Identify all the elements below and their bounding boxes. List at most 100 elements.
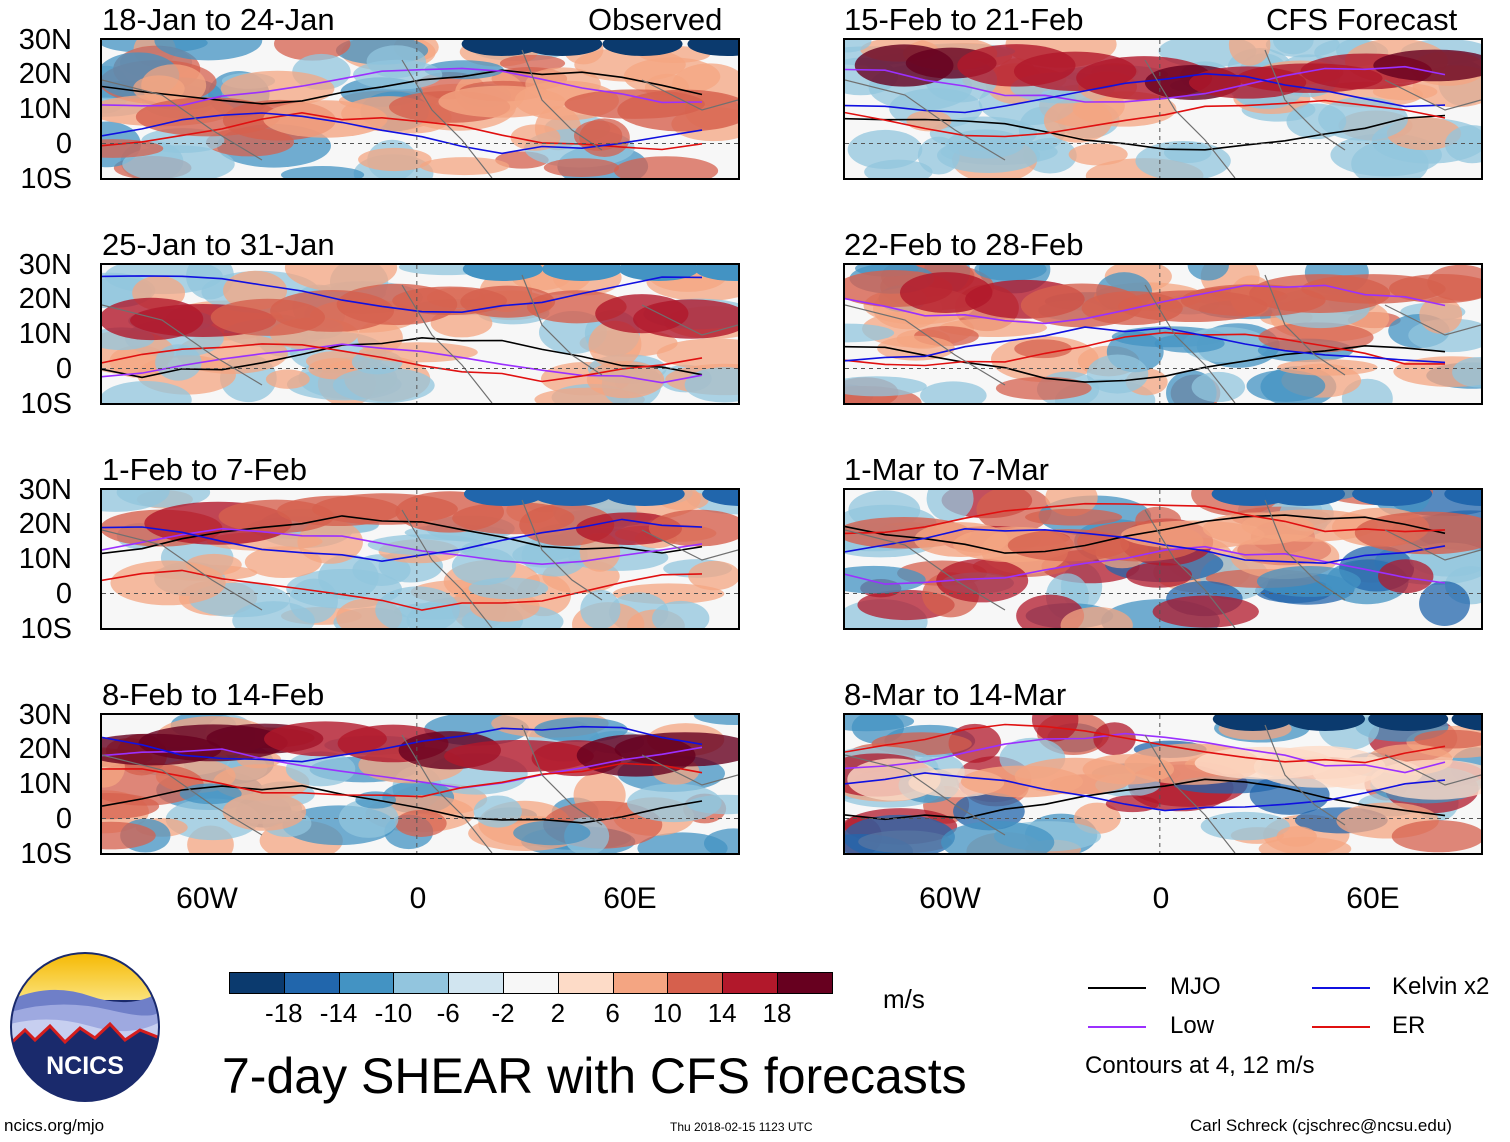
panel-title: 18-Jan to 24-Jan	[102, 2, 335, 37]
shear-field	[102, 265, 738, 403]
colorbar-label: 2	[550, 998, 566, 1028]
lon-label: 0	[409, 882, 427, 915]
legend-label-low: Low	[1170, 1012, 1215, 1039]
coastline	[102, 274, 738, 403]
lat-label: 30N	[18, 474, 72, 506]
contour-line	[102, 69, 703, 105]
contour-line	[845, 772, 1446, 812]
legend-line-er	[1312, 1026, 1370, 1028]
contour-line	[102, 569, 703, 611]
lon-label: 60E	[603, 882, 657, 915]
coastline	[102, 49, 738, 178]
contour-line	[845, 72, 1446, 114]
lat-label: 20N	[18, 283, 72, 315]
logo-graphic: NCICS	[10, 952, 160, 1102]
colorbar-label: 18	[762, 998, 792, 1028]
contour-line	[845, 545, 1446, 585]
shear-map	[100, 38, 740, 180]
lat-label: 10N	[18, 93, 72, 125]
colorbar-label: -6	[436, 998, 460, 1028]
contour-line	[845, 723, 1446, 764]
colorbar-label: 10	[652, 998, 682, 1028]
contour-line	[102, 112, 703, 155]
contour-line	[845, 99, 1446, 138]
colorbar-label: -18	[265, 998, 303, 1028]
legend-label-mjo: MJO	[1170, 973, 1221, 1000]
contour-line	[102, 275, 703, 314]
lat-label: 10S	[20, 163, 72, 195]
colorbar-label: 6	[605, 998, 620, 1028]
legend-line-mjo	[1088, 987, 1146, 989]
lat-label: 0	[55, 578, 72, 610]
legend-line-low	[1088, 1026, 1146, 1028]
shear-map	[843, 38, 1483, 180]
contour-line	[845, 514, 1446, 554]
shear-field	[845, 40, 1481, 178]
lat-label: 10S	[20, 388, 72, 420]
lat-label: 10N	[18, 543, 72, 575]
lat-label: 10N	[18, 318, 72, 350]
shear-map	[843, 263, 1483, 405]
contour-line	[102, 725, 703, 763]
colorbar-swatch	[393, 972, 450, 994]
footer-url[interactable]: ncics.org/mjo	[4, 1116, 105, 1135]
contour-line	[102, 67, 703, 107]
lat-label: 20N	[18, 733, 72, 765]
lat-label: 30N	[18, 699, 72, 731]
lon-label: 60W	[919, 882, 981, 915]
contour-line	[845, 114, 1446, 151]
lat-label: 0	[55, 353, 72, 385]
panel-tag: CFS Forecast	[1266, 2, 1458, 37]
main-title: 7-day SHEAR with CFS forecasts	[222, 1048, 967, 1104]
lat-label: 30N	[18, 249, 72, 281]
contour-line	[102, 784, 703, 824]
coastline	[845, 49, 1481, 178]
colorbar-units: m/s	[883, 984, 925, 1014]
coastline	[102, 499, 738, 628]
panel-title: 1-Feb to 7-Feb	[102, 452, 308, 487]
contour-line	[102, 527, 703, 566]
legend-line-kelvin	[1312, 987, 1370, 989]
contour-line	[102, 515, 703, 555]
colorbar-swatch	[283, 972, 340, 994]
contour-line	[102, 343, 703, 384]
contour-line	[845, 502, 1446, 535]
lon-label: 60E	[1346, 882, 1400, 915]
lat-label: 10S	[20, 613, 72, 645]
ncics-logo: NCICS	[10, 952, 160, 1102]
colorbar-swatch	[722, 972, 778, 994]
lat-label: 10S	[20, 838, 72, 870]
contour-line	[845, 344, 1446, 383]
colorbar-swatch	[667, 972, 724, 994]
footer-timestamp: Thu 2018-02-15 1123 UTC	[670, 1120, 813, 1134]
colorbar-label: -10	[374, 998, 413, 1028]
lat-label: 0	[55, 803, 72, 835]
colorbar-swatch	[777, 972, 833, 994]
footer-credit: Carl Schreck (cjschrec@ncsu.edu)	[1190, 1116, 1452, 1135]
colorbar-label: -2	[491, 998, 515, 1028]
panel-title: 8-Mar to 14-Mar	[844, 677, 1067, 712]
contour-line	[845, 326, 1446, 364]
colorbar-label: -14	[319, 998, 358, 1028]
shear-field	[102, 490, 738, 628]
colorbar-label: 14	[707, 998, 737, 1028]
lon-label: 60W	[176, 882, 238, 915]
shear-map	[843, 713, 1483, 855]
legend-label-kelvin: Kelvin x2	[1392, 973, 1490, 1000]
coastline	[845, 274, 1481, 403]
contour-line	[102, 746, 703, 789]
panel-title: 15-Feb to 21-Feb	[844, 2, 1084, 37]
shear-field	[845, 715, 1481, 853]
panel-title: 25-Jan to 31-Jan	[102, 227, 335, 262]
shear-field	[845, 490, 1481, 628]
legend-label-er: ER	[1392, 1012, 1426, 1039]
panel-title: 22-Feb to 28-Feb	[844, 227, 1084, 262]
lat-label: 0	[55, 128, 72, 160]
lat-label: 10N	[18, 768, 72, 800]
lat-label: 30N	[18, 24, 72, 56]
contour-note: Contours at 4, 12 m/s	[1085, 1052, 1315, 1079]
lat-label: 20N	[18, 58, 72, 90]
shear-map	[100, 263, 740, 405]
contour-line	[845, 65, 1446, 103]
lat-label: 20N	[18, 508, 72, 540]
